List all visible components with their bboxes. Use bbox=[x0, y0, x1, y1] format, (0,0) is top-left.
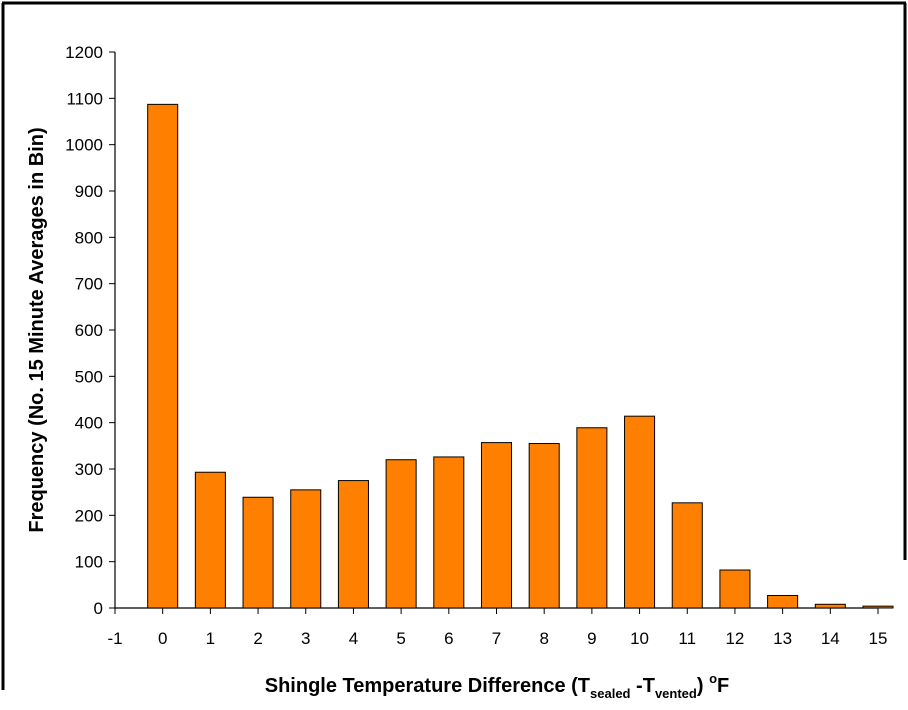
y-tick-label: 300 bbox=[75, 460, 103, 479]
bar-10 bbox=[624, 415, 656, 609]
x-tick-label: 9 bbox=[587, 629, 596, 648]
x-axis-title-sub-sealed: sealed bbox=[590, 686, 631, 701]
y-tick-label: 1100 bbox=[66, 89, 103, 108]
x-axis-title-prefix: Shingle Temperature Difference (T bbox=[265, 675, 590, 697]
bar-1 bbox=[194, 471, 226, 609]
x-tick-label: 10 bbox=[630, 629, 649, 648]
y-tick-label: 0 bbox=[94, 599, 103, 618]
bar-8 bbox=[528, 443, 560, 609]
y-axis-title: Frequency (No. 15 Minute Averages in Bin… bbox=[26, 127, 48, 532]
x-tick-label: 11 bbox=[678, 629, 696, 648]
y-tick-label: 800 bbox=[75, 228, 103, 247]
x-tick-label: 12 bbox=[725, 629, 744, 648]
bar-6 bbox=[433, 456, 465, 609]
bar-0 bbox=[147, 103, 179, 609]
y-tick-label: 500 bbox=[75, 367, 103, 386]
y-tick-label: 900 bbox=[75, 182, 103, 201]
x-axis-title-degree: o bbox=[709, 671, 717, 686]
x-axis-title: Shingle Temperature Difference (Tsealed … bbox=[265, 671, 729, 701]
bar-14 bbox=[814, 603, 846, 609]
x-tick-label: 1 bbox=[206, 629, 215, 648]
x-axis-title-close: ) bbox=[697, 675, 709, 697]
y-tick-label: 200 bbox=[75, 506, 103, 525]
bar-9 bbox=[576, 427, 608, 609]
x-tick-label: 5 bbox=[396, 629, 405, 648]
bar-11 bbox=[671, 502, 703, 609]
y-tick-labels: 0 100 200 300 400 500 600 700 800 900 1000 1100 1200 bbox=[65, 43, 103, 618]
bars-group bbox=[147, 103, 894, 609]
x-axis-title-middle: -T bbox=[631, 675, 655, 697]
bar-3 bbox=[290, 489, 322, 609]
bar-4 bbox=[337, 480, 369, 609]
chart-border bbox=[1, 1, 907, 690]
y-tick-label: 400 bbox=[75, 414, 103, 433]
y-tick-label: 100 bbox=[75, 553, 103, 572]
x-tick-label: 6 bbox=[444, 629, 453, 648]
bar-12 bbox=[719, 569, 751, 609]
x-tick-label: 8 bbox=[539, 629, 548, 648]
x-tick-label: 13 bbox=[773, 629, 792, 648]
x-tick-label: 3 bbox=[301, 629, 310, 648]
bar-13 bbox=[767, 594, 799, 609]
x-tick-label: 2 bbox=[253, 629, 262, 648]
x-tick-label: 15 bbox=[869, 629, 888, 648]
bar-5 bbox=[385, 459, 417, 609]
x-tick-label: -1 bbox=[107, 629, 122, 648]
y-tick-label: 700 bbox=[75, 275, 103, 294]
y-tick-label: 600 bbox=[75, 321, 103, 340]
x-tick-label: 4 bbox=[349, 629, 358, 648]
bar-15 bbox=[862, 605, 894, 609]
y-tick-label: 1000 bbox=[65, 136, 103, 155]
x-axis-title-unit: F bbox=[717, 675, 729, 697]
x-tick-label: 7 bbox=[492, 629, 501, 648]
x-axis-title-sub-vented: vented bbox=[655, 686, 697, 701]
bar-2 bbox=[242, 496, 274, 609]
y-tick-label: 1200 bbox=[65, 43, 103, 62]
x-tick-labels: -1 0 1 2 3 4 5 6 7 8 9 10 11 12 13 14 15 bbox=[107, 629, 887, 648]
x-tick-label: 14 bbox=[821, 629, 840, 648]
x-tick-label: 0 bbox=[158, 629, 167, 648]
bar-7 bbox=[480, 442, 513, 609]
